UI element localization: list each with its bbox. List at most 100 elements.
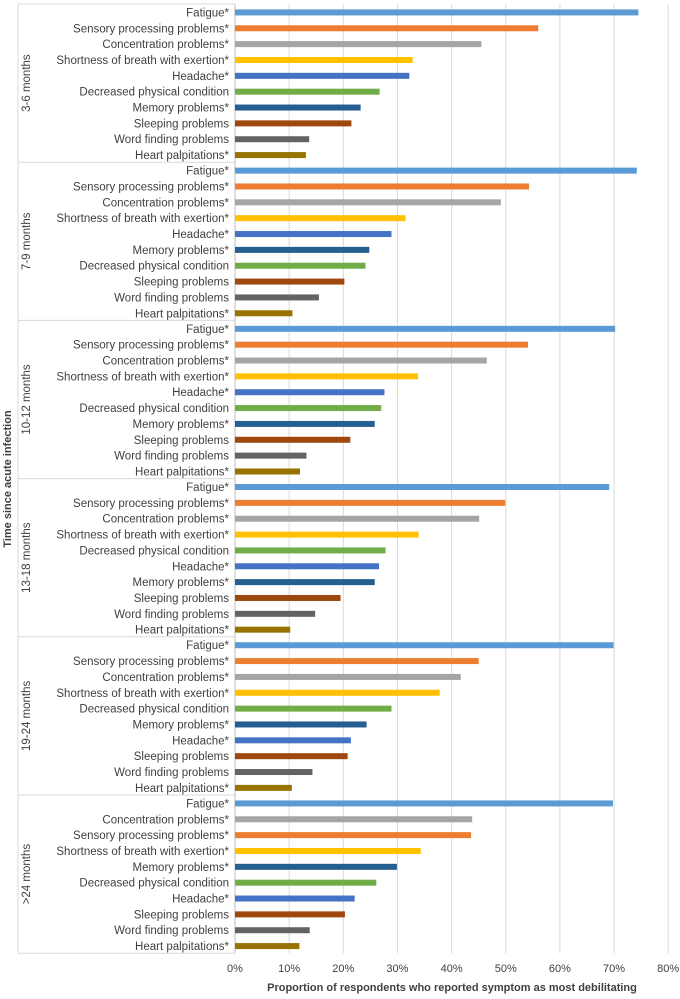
bar [235, 9, 639, 16]
category-label: Heart palpitations* [135, 150, 229, 162]
bar [235, 294, 319, 301]
bar [235, 136, 310, 143]
category-label: Memory problems* [133, 419, 230, 431]
category-label: Memory problems* [133, 719, 230, 731]
category-label: Concentration problems* [102, 197, 229, 209]
category-label: Fatigue* [186, 324, 229, 336]
category-label: Heart palpitations* [135, 466, 229, 478]
category-label: Word finding problems [114, 609, 229, 621]
category-label: Headache* [172, 735, 229, 747]
bar [235, 88, 380, 95]
group-label: 13-18 months [21, 522, 33, 593]
bar [235, 753, 348, 760]
bars [235, 9, 639, 950]
bar [235, 246, 370, 253]
category-label: Memory problems* [133, 577, 230, 589]
bar [235, 927, 310, 934]
bar [235, 262, 366, 269]
bar [235, 41, 482, 48]
category-label: Shortness of breath with exertion* [56, 530, 229, 542]
category-label: Sensory processing problems* [73, 498, 229, 510]
bar [235, 183, 530, 190]
bar [235, 911, 345, 918]
category-label: Sensory processing problems* [73, 23, 229, 35]
bar [235, 452, 307, 459]
category-label: Word finding problems [114, 767, 229, 779]
bar [235, 832, 472, 839]
category-label: Memory problems* [133, 862, 230, 874]
category-label: Fatigue* [186, 798, 229, 810]
category-label: Memory problems* [133, 245, 230, 257]
category-label: Fatigue* [186, 7, 229, 19]
category-label: Fatigue* [186, 640, 229, 652]
category-label: Concentration problems* [102, 514, 229, 526]
bar [235, 879, 377, 886]
category-label: Sensory processing problems* [73, 340, 229, 352]
x-tick-label: 50% [495, 963, 517, 975]
category-label: Concentration problems* [102, 39, 229, 51]
category-label: Headache* [172, 229, 229, 241]
bar [235, 658, 479, 665]
category-label: Decreased physical condition [79, 87, 229, 99]
bar [235, 800, 613, 807]
category-label: Sleeping problems [134, 909, 230, 921]
bar [235, 325, 616, 332]
category-label: Sleeping problems [134, 118, 230, 130]
category-label: Decreased physical condition [79, 704, 229, 716]
bar [235, 563, 380, 570]
group-dividers [17, 3, 235, 954]
x-tick-label: 70% [603, 963, 625, 975]
category-labels: Fatigue* Sensory processing problems* Conc… [56, 7, 229, 953]
bar [235, 420, 375, 427]
bar [235, 769, 313, 776]
bar [235, 56, 413, 63]
bar [235, 895, 355, 902]
bar [235, 120, 352, 127]
category-label: Sleeping problems [134, 593, 230, 605]
bar [235, 310, 293, 317]
bar [235, 199, 501, 206]
bar [235, 373, 419, 380]
category-label: Heart palpitations* [135, 783, 229, 795]
group-labels: 3-6 months 7-9 months 10-12 months 13-18 mo… [21, 54, 33, 904]
bar [235, 705, 392, 712]
bar [235, 579, 375, 586]
bar [235, 673, 461, 680]
group-label: 19-24 months [21, 680, 33, 751]
bar [235, 499, 506, 506]
bar [235, 167, 637, 174]
category-label: Word finding problems [114, 134, 229, 146]
category-label: Fatigue* [186, 166, 229, 178]
bar [235, 405, 382, 412]
bar [235, 389, 385, 396]
bar [235, 25, 539, 32]
category-label: Sensory processing problems* [73, 656, 229, 668]
category-label: Headache* [172, 561, 229, 573]
x-tick-label: 60% [549, 963, 571, 975]
category-label: Heart palpitations* [135, 941, 229, 953]
bar [235, 357, 487, 364]
category-label: Word finding problems [114, 292, 229, 304]
bar [235, 863, 397, 870]
bar [235, 278, 345, 285]
category-label: Word finding problems [114, 925, 229, 937]
x-tick-label: 0% [227, 963, 243, 975]
category-label: Headache* [172, 71, 229, 83]
bar [235, 721, 367, 728]
category-label: Concentration problems* [102, 672, 229, 684]
category-label: Concentration problems* [102, 814, 229, 826]
category-label: Sleeping problems [134, 435, 230, 447]
bar [235, 531, 419, 538]
category-label: Decreased physical condition [79, 261, 229, 273]
x-tick-label: 40% [441, 963, 463, 975]
x-tick-label: 80% [657, 963, 679, 975]
category-label: Memory problems* [133, 103, 230, 115]
bar [235, 215, 406, 222]
category-label: Shortness of breath with exertion* [56, 371, 229, 383]
bar [235, 515, 480, 522]
bar [235, 436, 351, 443]
category-label: Shortness of breath with exertion* [56, 846, 229, 858]
category-label: Sensory processing problems* [73, 830, 229, 842]
x-tick-label: 10% [278, 963, 300, 975]
